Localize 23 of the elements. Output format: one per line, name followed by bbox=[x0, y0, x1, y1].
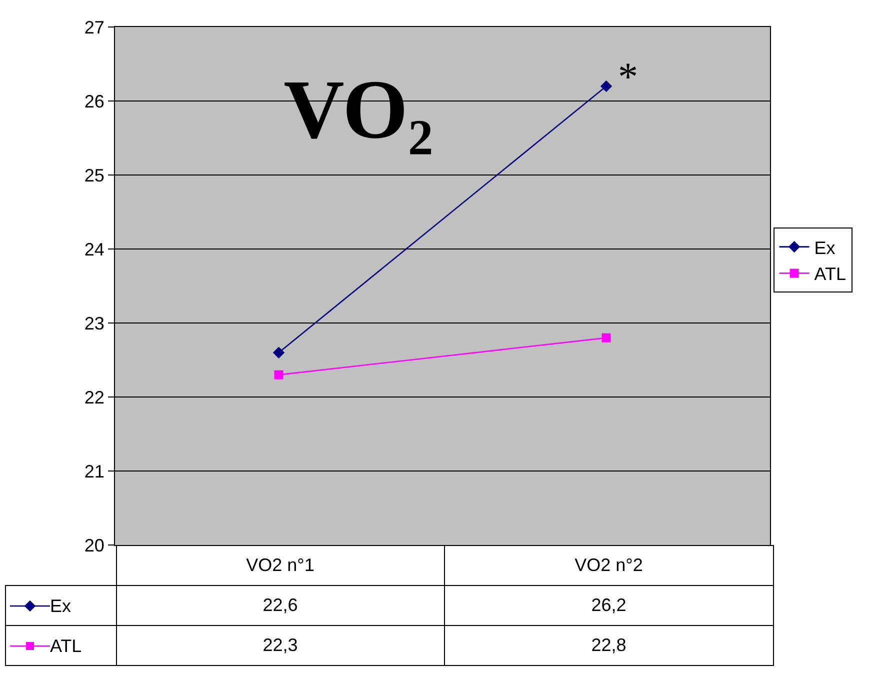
y-tick-label: 21 bbox=[84, 461, 104, 482]
text: ATL bbox=[50, 635, 82, 656]
data-label: 22,3 bbox=[116, 626, 444, 666]
point bbox=[272, 346, 285, 358]
y-tick-label: 25 bbox=[84, 165, 104, 186]
y-tick-label: 22 bbox=[84, 387, 104, 408]
legend-label: Ex bbox=[814, 238, 836, 258]
x-tick-label: VO2 n°1 bbox=[116, 546, 444, 586]
text: Ex bbox=[50, 595, 72, 616]
legend-label: ATL bbox=[814, 264, 846, 284]
y-tick-label: 20 bbox=[84, 535, 104, 556]
point bbox=[602, 333, 611, 342]
point bbox=[600, 80, 612, 92]
data-label: 26,2 bbox=[444, 586, 773, 626]
x-tick-label: VO2 n°2 bbox=[444, 546, 773, 586]
y-tick-label: 24 bbox=[84, 239, 104, 260]
point bbox=[274, 370, 284, 380]
y-tick-label: 26 bbox=[84, 91, 104, 112]
y-tick-label: 27 bbox=[84, 17, 104, 38]
y-tick-label: 23 bbox=[84, 313, 104, 334]
data-label: 22,8 bbox=[444, 626, 773, 666]
annotation: * bbox=[618, 54, 638, 99]
data-label: 22,6 bbox=[116, 586, 444, 626]
